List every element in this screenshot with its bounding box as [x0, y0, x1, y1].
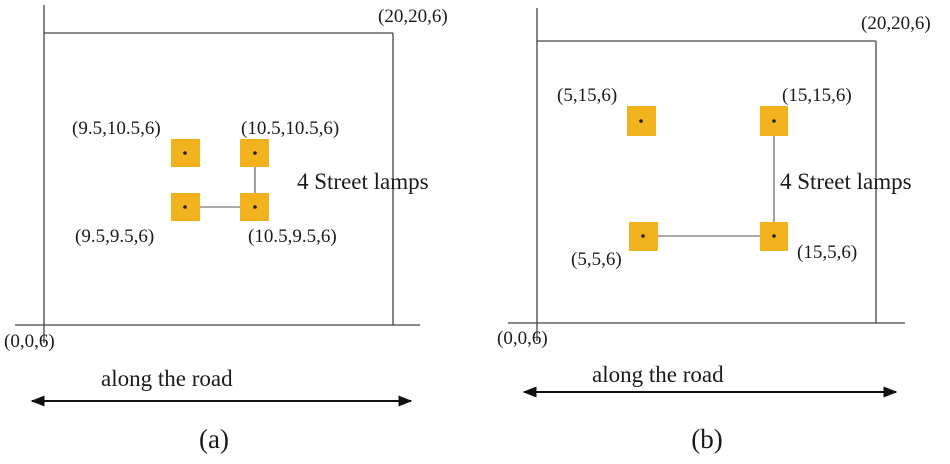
street-lamp: [240, 193, 269, 221]
lamp-label: (9.5,9.5,6): [75, 226, 154, 247]
road-label: along the road: [592, 362, 724, 387]
lamp-label: (15,15,6): [782, 85, 852, 106]
corner-label: (20,20,6): [861, 13, 931, 34]
panel-caption: (b): [691, 424, 722, 454]
street-lamp: [760, 106, 788, 136]
panel-b: (20,20,6) (0,0,6) (5,15,6) (15,15,6) (5,…: [497, 8, 931, 454]
lamp-label: (10.5,9.5,6): [248, 226, 337, 247]
lamp-label: (5,15,6): [557, 85, 617, 106]
lamp-label: (15,5,6): [797, 242, 857, 263]
street-lamp: [627, 106, 656, 136]
street-lamp: [171, 139, 200, 167]
street-lamp: [171, 193, 200, 221]
lamp-label: (5,5,6): [571, 249, 622, 270]
road-label: along the road: [101, 366, 233, 391]
street-lamp: [629, 222, 658, 251]
street-lamp: [760, 222, 788, 251]
street-lamp: [240, 139, 269, 167]
corner-label: (20,20,6): [378, 6, 448, 27]
lamp-label: (9.5,10.5,6): [72, 118, 161, 139]
panel-a: (20,20,6) (0,0,6) (9.5,10.5,6) (10.5,10.…: [4, 5, 448, 454]
lamps-count-label: 4 Street lamps: [297, 169, 429, 194]
panel-caption: (a): [199, 424, 229, 454]
lamp-label: (10.5,10.5,6): [241, 118, 339, 139]
origin-label: (0,0,6): [4, 331, 55, 352]
origin-label: (0,0,6): [497, 328, 548, 349]
lamps-count-label: 4 Street lamps: [780, 169, 912, 194]
